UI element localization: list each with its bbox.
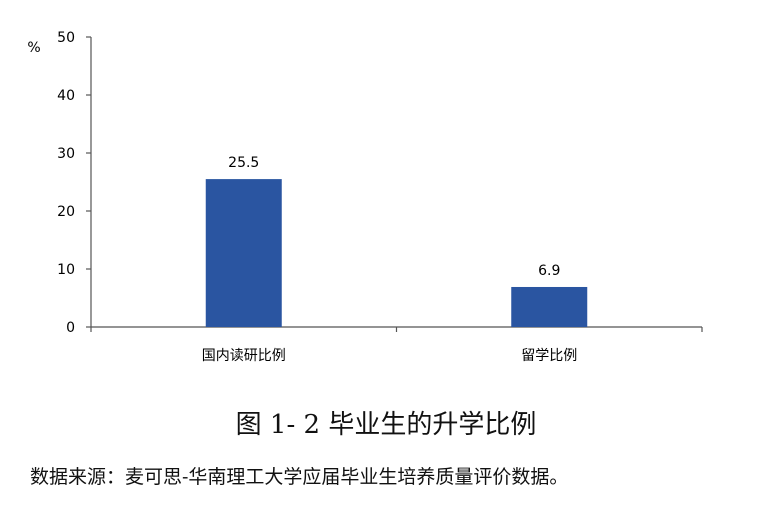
y-tick-label: 10 [57, 262, 75, 278]
bar [205, 179, 282, 327]
y-axis-unit-label: % [27, 40, 40, 56]
y-tick-label: 30 [57, 146, 75, 162]
y-axis: 0 10 20 30 40 50 [57, 30, 92, 336]
y-tick-label: 20 [57, 204, 75, 220]
figure-title: 图 1- 2 毕业生的升学比例 [235, 410, 537, 440]
x-axis [90, 326, 703, 332]
bar-chart: % 0 10 20 30 40 50 25.5 国内读研比例 6.9 留学比例 [27, 30, 703, 364]
data-label: 25.5 [228, 155, 259, 171]
source-note: 数据来源：麦可思-华南理工大学应届毕业生培养质量评价数据。 [30, 466, 569, 488]
x-tick-label: 国内读研比例 [202, 347, 286, 364]
data-label: 6.9 [538, 263, 560, 279]
x-tick-label: 留学比例 [521, 348, 577, 364]
bars: 25.5 国内读研比例 6.9 留学比例 [202, 155, 588, 364]
y-tick-label: 50 [57, 30, 75, 46]
y-tick-label: 40 [57, 88, 75, 104]
y-tick-label: 0 [66, 320, 75, 336]
bar [511, 286, 588, 327]
